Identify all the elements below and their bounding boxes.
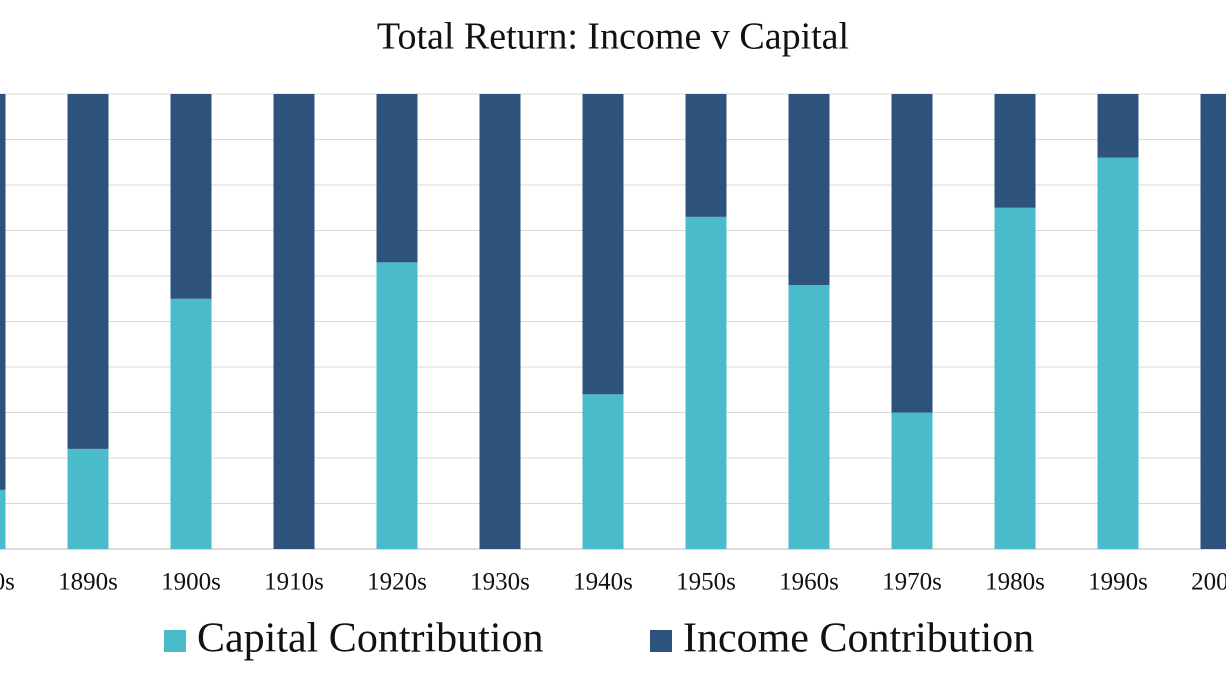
bar-segment: [376, 94, 418, 263]
x-tick-label: 2000s: [1191, 569, 1226, 596]
bar-segment: [994, 94, 1036, 208]
bar-segment: [67, 448, 109, 549]
x-tick-label: 1880s: [0, 569, 15, 596]
bar-segment: [891, 94, 933, 413]
x-tick-label: 1980s: [985, 569, 1045, 596]
x-tick-label: 1940s: [573, 569, 633, 596]
bar-segment: [582, 394, 624, 549]
legend-swatch: [164, 630, 186, 652]
bar-segment: [788, 94, 830, 286]
x-tick-label: 1920s: [367, 569, 427, 596]
x-tick-label: 1990s: [1088, 569, 1148, 596]
legend-label: Capital Contribution: [197, 616, 543, 662]
bar-segment: [994, 207, 1036, 549]
x-tick-label: 1950s: [676, 569, 736, 596]
bar-segment: [891, 412, 933, 549]
bar-segment: [376, 262, 418, 549]
x-tick-label: 1910s: [264, 569, 324, 596]
bar-segment: [582, 94, 624, 395]
x-tick-label: 1960s: [779, 569, 839, 596]
bar-segment: [170, 94, 212, 299]
chart-title: Total Return: Income v Capital: [377, 16, 849, 58]
bar-segment: [788, 285, 830, 549]
bar-segment: [685, 94, 727, 217]
x-tick-label: 1900s: [161, 569, 221, 596]
bar-segment: [1200, 94, 1226, 549]
bar-segment: [479, 94, 521, 549]
x-tick-label: 1970s: [882, 569, 942, 596]
bar-segment: [273, 94, 315, 549]
bar-segment: [1097, 94, 1139, 158]
bar-segment: [685, 216, 727, 549]
bar-segment: [0, 94, 6, 490]
legend-label: Income Contribution: [683, 616, 1034, 662]
bar-segment: [67, 94, 109, 449]
x-tick-label: 1890s: [58, 569, 118, 596]
x-tick-label: 1930s: [470, 569, 530, 596]
bar-segment: [0, 489, 6, 549]
bar-segment: [170, 298, 212, 549]
bar-segment: [1097, 157, 1139, 549]
legend-swatch: [650, 630, 672, 652]
